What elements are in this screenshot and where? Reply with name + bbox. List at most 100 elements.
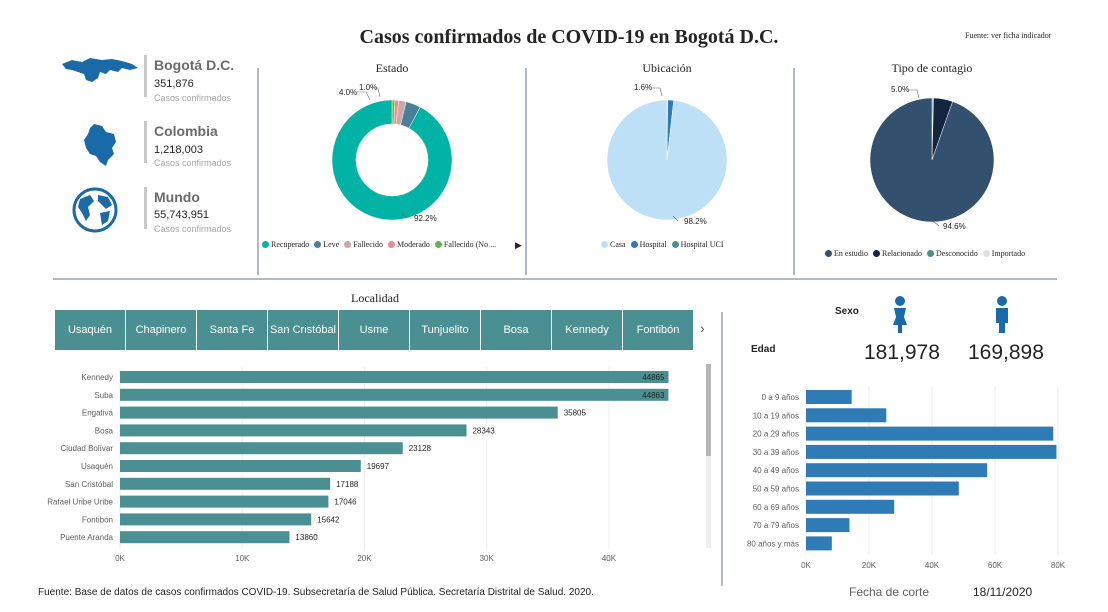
bar[interactable] (806, 390, 852, 404)
chart-title-ubicacion: Ubicación (642, 61, 692, 75)
place-subtitle: Casos confirmados (154, 158, 232, 168)
bar[interactable] (806, 536, 832, 551)
ubicacion-pie-chart[interactable]: 98.2% 1.6% (590, 76, 760, 236)
data-label: 17188 (336, 480, 359, 489)
bar[interactable] (120, 513, 312, 526)
data-label: 1.0% (359, 83, 377, 92)
x-tick-label: 10K (235, 554, 250, 563)
bar[interactable] (120, 460, 361, 472)
bar[interactable] (120, 371, 669, 383)
female-icon (893, 296, 907, 333)
localidad-tab[interactable]: Kennedy (552, 310, 623, 350)
data-label: 23128 (409, 444, 432, 453)
legend-item[interactable]: Desconocido (926, 249, 978, 258)
legend-item[interactable]: Importado (982, 249, 1026, 258)
legend-item[interactable]: Hospital (630, 240, 667, 249)
ubicacion-legend: Casa Hospital Hospital UCI (601, 240, 724, 249)
localidad-tab[interactable]: Chapinero (126, 310, 197, 350)
y-tick-label: Usaquén (81, 462, 113, 471)
legend-item[interactable]: Relacionado (873, 249, 922, 258)
legend-item[interactable]: Fallecido (344, 240, 383, 249)
sexo-title: Sexo (835, 306, 859, 317)
page-title: Casos confirmados de COVID-19 en Bogotá … (359, 26, 779, 48)
data-label: 44863 (642, 391, 665, 400)
x-tick-label: 40K (925, 561, 940, 570)
y-tick-label: 0 a 9 años (762, 393, 799, 402)
legend-marker (314, 241, 322, 248)
x-tick-label: 30K (480, 554, 495, 563)
localidad-tab[interactable]: Bosa (481, 310, 552, 350)
legend-marker (926, 250, 934, 257)
place-subtitle: Casos confirmados (154, 224, 232, 234)
y-tick-label: Puente Aranda (60, 533, 113, 542)
edad-title: Edad (751, 344, 776, 355)
divider (257, 68, 259, 275)
estado-donut-chart[interactable]: 92.2% 4.0% 1.0% (290, 76, 510, 236)
x-tick-label: 20K (357, 554, 372, 563)
localidad-tab[interactable]: Fontibón (623, 310, 694, 350)
legend-marker (387, 241, 395, 248)
localidad-title: Localidad (351, 291, 399, 305)
bar[interactable] (806, 408, 887, 423)
contagio-pie-chart[interactable]: 94.6% 5.0% (855, 76, 1025, 236)
pie-slice[interactable] (606, 99, 728, 221)
bar[interactable] (806, 463, 988, 478)
localidad-bar-chart[interactable]: 0K 10K 20K 30K 40K Kennedy 44865 Suba 44863 Engat… (25, 362, 720, 567)
localidad-tab[interactable]: Usaquén (55, 310, 126, 350)
bar[interactable] (120, 477, 331, 490)
legend-label: Fallecido (353, 240, 383, 249)
bar[interactable] (806, 444, 1057, 459)
legend-marker (434, 241, 442, 248)
bar[interactable] (120, 495, 329, 508)
legend-label: Fallecido (No ... (443, 240, 497, 249)
y-tick-label: Kennedy (81, 373, 113, 382)
bar[interactable] (806, 499, 895, 514)
localidad-tab[interactable]: Tunjuelito (410, 310, 481, 350)
cut-date-label: Fecha de corte (849, 585, 930, 599)
bar[interactable] (806, 426, 1054, 441)
legend-marker (873, 250, 880, 257)
bar[interactable] (120, 531, 290, 544)
bar[interactable] (120, 406, 558, 419)
legend-marker (630, 241, 638, 248)
bar[interactable] (120, 388, 669, 401)
bar[interactable] (806, 481, 959, 496)
edad-bar-chart[interactable]: 0K 20K 40K 60K 80K 0 a 9 años 10 a 19 años 20 a… (730, 385, 1075, 575)
y-tick-label: Bosa (95, 426, 114, 435)
pie-slice[interactable] (331, 99, 453, 221)
localidad-tab[interactable]: Usme (339, 310, 410, 350)
place-name: Bogotá D.C. (154, 57, 235, 73)
y-tick-label: 70 a 79 años (753, 521, 799, 530)
pie-slice[interactable] (869, 97, 995, 223)
y-tick-label: 60 a 69 años (753, 503, 799, 512)
legend-item[interactable]: Moderado (387, 240, 430, 249)
legend-item[interactable]: Hospital UCI (671, 240, 724, 249)
y-tick-label: 40 a 49 años (753, 466, 799, 475)
legend-next-arrow[interactable]: ▶ (515, 240, 522, 250)
legend-marker (344, 241, 352, 248)
legend-item[interactable]: Recuperado (262, 240, 309, 249)
bar[interactable] (120, 424, 467, 437)
legend-item[interactable]: En estudio (825, 249, 868, 258)
localidad-tab[interactable]: Santa Fe (197, 310, 268, 350)
x-tick-label: 40K (602, 554, 617, 563)
scrollbar-thumb[interactable] (706, 364, 711, 456)
y-tick-label: 20 a 29 años (753, 430, 799, 439)
y-tick-label: Engativá (82, 409, 114, 418)
place-name: Mundo (154, 189, 200, 205)
scrollbar[interactable] (706, 364, 711, 548)
legend-label: Importado (991, 249, 1026, 258)
legend-marker (982, 250, 990, 257)
legend-marker (671, 241, 679, 248)
legend-item[interactable]: Fallecido (No ... (434, 240, 497, 249)
y-tick-label: Suba (94, 391, 113, 400)
chevron-right-icon[interactable]: › (700, 320, 705, 336)
male-icon (996, 296, 1008, 333)
legend-item[interactable]: Leve (314, 240, 339, 249)
source-link[interactable]: Fuente: ver ficha indicador (965, 31, 1052, 40)
bar[interactable] (120, 442, 403, 455)
bar[interactable] (806, 518, 850, 533)
divider (793, 68, 795, 275)
legend-item[interactable]: Casa (601, 240, 626, 249)
localidad-tab[interactable]: San Cristóbal (268, 310, 339, 350)
